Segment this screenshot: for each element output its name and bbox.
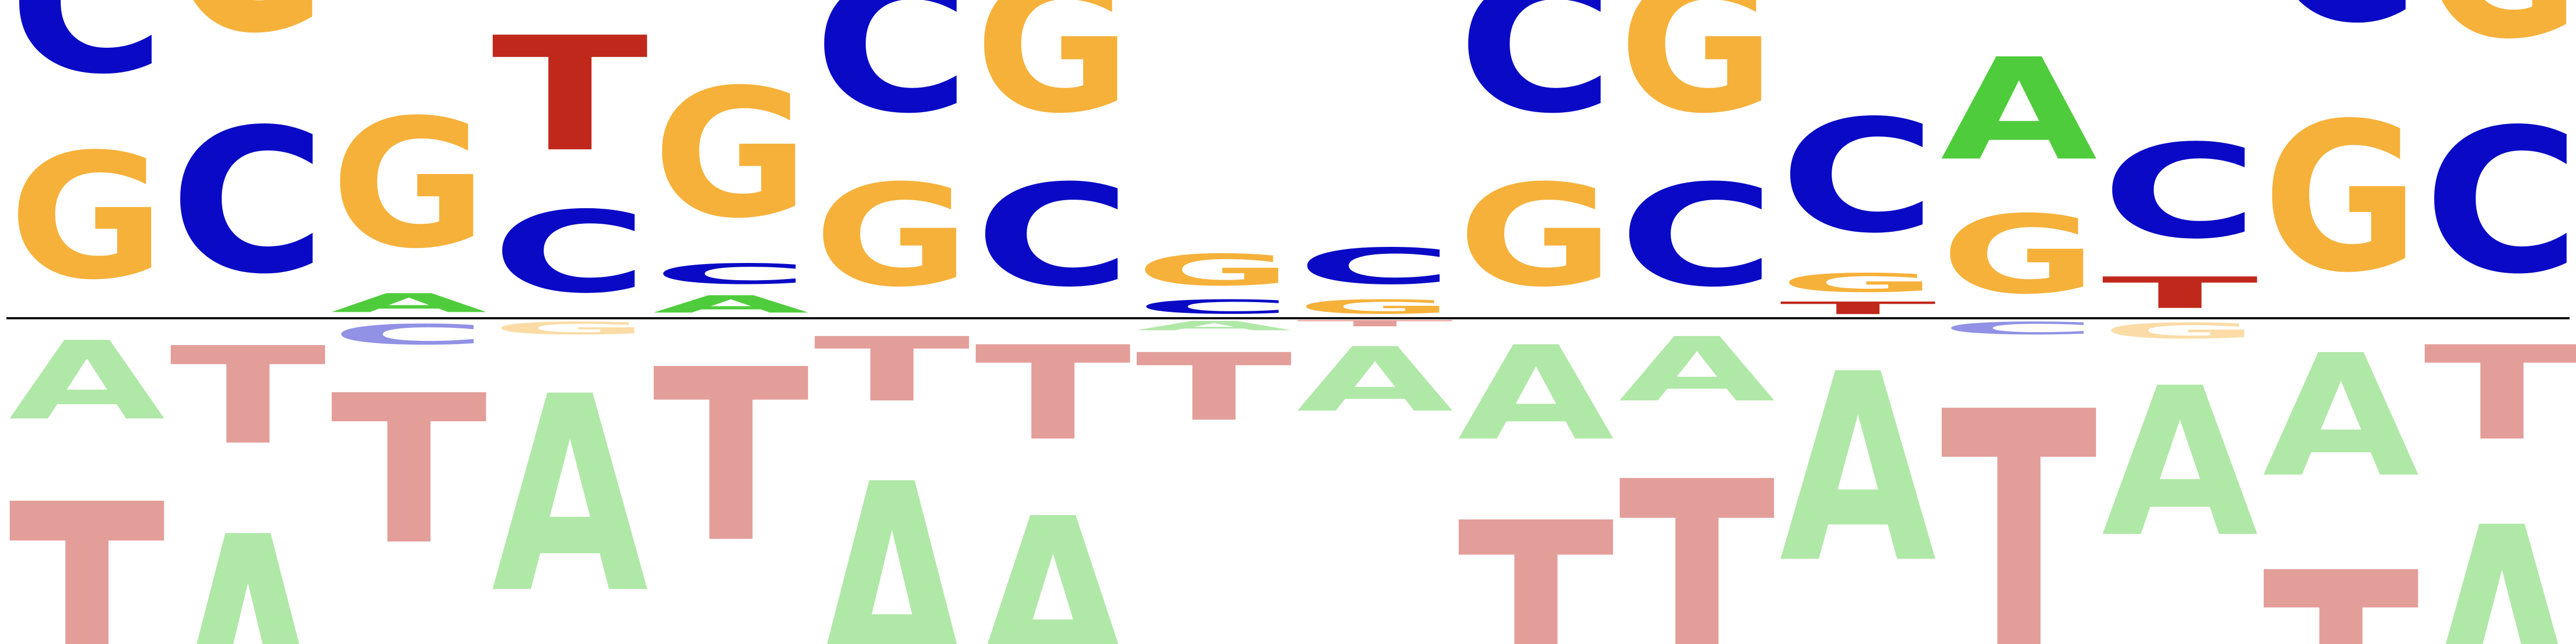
logo-letter-a: A (1941, 28, 2099, 192)
logo-letter-t: T (975, 319, 1132, 469)
logo-letter-c: C (975, 155, 1131, 318)
logo-letter-t: T (2424, 319, 2576, 469)
logo-letter-a: A (170, 475, 328, 644)
logo-letter-c: C (492, 187, 648, 318)
logo-letter-a: A (1458, 318, 1616, 469)
logo-letter-g: G (1458, 155, 1614, 318)
logo-letter-a: A (9, 319, 167, 444)
logo-letter-a: A (492, 339, 650, 644)
glyph-layer: GCATCGTAAGCTCTGAACGTGCTACGTACGATGCTAGCAT… (9, 0, 2576, 644)
logo-letter-a: A (2263, 318, 2421, 514)
logo-letter-a: A (1780, 319, 1938, 620)
logo-letter-c: C (1619, 155, 1775, 318)
logo-letter-t: T (331, 352, 488, 590)
logo-letter-g: G (1136, 245, 1292, 295)
logo-letter-g: G (2424, 0, 2576, 86)
logo-letter-c: C (9, 0, 165, 116)
logo-letter-g: G (170, 0, 326, 85)
logo-letter-t: T (170, 318, 327, 474)
logo-letter-a: A (331, 288, 489, 318)
logo-letter-c: C (653, 258, 809, 290)
logo-letter-t: T (1619, 422, 1776, 644)
logo-letter-c: C (2263, 0, 2419, 78)
logo-letter-g: G (492, 318, 648, 338)
logo-letter-g: G (9, 116, 165, 317)
logo-letter-t: T (1136, 333, 1293, 441)
logo-letter-a: A (975, 471, 1133, 644)
logo-letter-t: T (2102, 268, 2259, 318)
logo-letter-g: G (2102, 318, 2258, 343)
logo-letter-t: T (1297, 318, 1454, 328)
logo-letter-g: G (1941, 193, 2097, 318)
logo-letter-t: T (9, 445, 166, 644)
logo-letter-a: A (814, 422, 972, 644)
logo-letter-g: G (1619, 0, 1775, 154)
logo-letter-a: A (1136, 318, 1294, 333)
logo-letter-a: A (653, 291, 811, 318)
logo-letter-g: G (653, 52, 809, 257)
logo-letter-c: C (1297, 238, 1453, 295)
logo-letter-t: T (2263, 516, 2420, 644)
logo-letter-c: C (1941, 318, 2097, 338)
logo-letter-g: G (975, 0, 1131, 154)
logo-letter-c: C (170, 87, 326, 318)
logo-letter-g: G (2263, 79, 2419, 318)
logo-letter-t: T (814, 319, 971, 421)
logo-letter-c: C (1458, 0, 1614, 154)
logo-letter-c: C (2102, 117, 2258, 268)
logo-letter-c: C (814, 0, 970, 154)
logo-letter-g: G (814, 155, 970, 318)
logo-letter-t: T (1780, 298, 1937, 318)
logo-letter-a: A (2102, 345, 2260, 583)
logo-letter-g: G (1780, 268, 1936, 298)
logo-letter-t: T (653, 319, 810, 595)
logo-letter-g: G (331, 82, 487, 287)
logo-letter-c: C (2424, 87, 2576, 318)
logo-letter-t: T (1458, 471, 1615, 644)
logo-letter-t: T (492, 3, 649, 187)
logo-letter-a: A (2424, 470, 2576, 644)
logo-letter-g: G (1297, 296, 1453, 318)
logo-letter-t: T (1941, 339, 2098, 644)
logo-letter-c: C (331, 318, 487, 351)
logo-letter-c: C (1136, 296, 1292, 318)
logo-letter-a: A (1297, 328, 1455, 431)
logo-letter-a: A (1619, 318, 1777, 421)
logo-letter-c: C (1780, 87, 1936, 268)
